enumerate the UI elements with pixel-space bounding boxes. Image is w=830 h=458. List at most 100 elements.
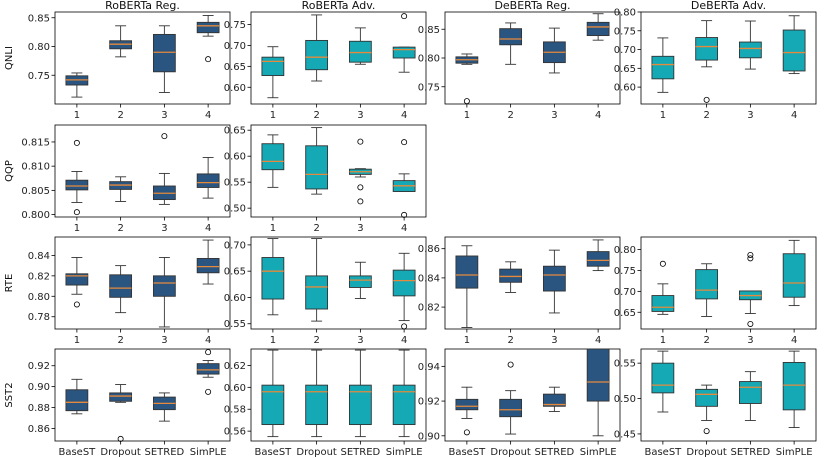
x-tick-label: Dropout bbox=[490, 447, 531, 458]
row-label: SST2 bbox=[4, 382, 15, 407]
x-tick-label: SimPLE bbox=[386, 447, 423, 458]
outlier-point bbox=[402, 324, 407, 329]
x-tick-label: 4 bbox=[205, 110, 211, 121]
y-tick-label: 0.70 bbox=[614, 45, 636, 56]
x-tick-label: 4 bbox=[401, 110, 407, 121]
y-tick-label: 0.70 bbox=[224, 240, 246, 251]
y-tick-label: 0.55 bbox=[224, 319, 246, 330]
y-tick-label: 0.92 bbox=[28, 361, 50, 372]
row-label: QQP bbox=[4, 160, 15, 182]
box bbox=[652, 296, 674, 312]
box bbox=[306, 40, 328, 69]
y-tick-label: 0.60 bbox=[614, 83, 636, 94]
y-tick-label: 0.90 bbox=[418, 431, 440, 442]
y-tick-label: 0.60 bbox=[224, 83, 246, 94]
outlier-point bbox=[464, 430, 469, 435]
outlier-point bbox=[748, 256, 753, 261]
x-tick-label: 1 bbox=[270, 223, 276, 234]
x-tick-label: 3 bbox=[357, 335, 363, 346]
y-tick-label: 0.55 bbox=[224, 178, 246, 189]
x-tick-label: Dropout bbox=[100, 447, 141, 458]
y-tick-label: 0.85 bbox=[418, 25, 440, 36]
box bbox=[66, 390, 88, 411]
outlier-point bbox=[748, 321, 753, 326]
x-tick-label: 2 bbox=[117, 110, 123, 121]
y-tick-label: 0.65 bbox=[614, 64, 636, 75]
outlier-point bbox=[206, 57, 211, 62]
y-tick-label: 0.78 bbox=[28, 312, 50, 323]
box bbox=[262, 144, 284, 170]
x-tick-label: 1 bbox=[74, 110, 80, 121]
y-tick-label: 0.84 bbox=[418, 273, 440, 284]
x-tick-label: 4 bbox=[205, 223, 211, 234]
box bbox=[587, 349, 609, 401]
y-tick-label: 0.86 bbox=[28, 424, 50, 435]
x-tick-label: Dropout bbox=[296, 447, 337, 458]
x-tick-label: 1 bbox=[74, 335, 80, 346]
x-tick-label: 3 bbox=[747, 110, 753, 121]
box bbox=[393, 47, 415, 58]
outlier-point bbox=[358, 185, 363, 190]
box bbox=[393, 385, 415, 424]
column-title: RoBERTa Reg. bbox=[105, 0, 180, 12]
box bbox=[153, 276, 175, 296]
y-tick-label: 0.65 bbox=[224, 126, 246, 137]
box bbox=[783, 30, 805, 71]
box bbox=[349, 276, 371, 288]
x-tick-label: 3 bbox=[551, 110, 557, 121]
box bbox=[153, 34, 175, 71]
x-tick-label: SETRED bbox=[145, 447, 185, 458]
box bbox=[262, 385, 284, 424]
x-tick-label: 1 bbox=[270, 335, 276, 346]
y-tick-label: 0.80 bbox=[614, 8, 636, 19]
axes-frame bbox=[251, 125, 426, 217]
y-tick-label: 0.60 bbox=[224, 383, 246, 394]
box bbox=[349, 41, 371, 62]
outlier-point bbox=[358, 199, 363, 204]
y-tick-label: 0.80 bbox=[28, 292, 50, 303]
box bbox=[349, 385, 371, 424]
y-tick-label: 0.82 bbox=[418, 303, 440, 314]
box bbox=[197, 174, 219, 188]
x-tick-label: 4 bbox=[791, 335, 797, 346]
x-tick-label: 2 bbox=[313, 223, 319, 234]
y-tick-label: 0.70 bbox=[224, 41, 246, 52]
y-tick-label: 0.92 bbox=[418, 397, 440, 408]
y-tick-label: 0.58 bbox=[224, 405, 246, 416]
outlier-point bbox=[660, 261, 665, 266]
y-tick-label: 0.86 bbox=[418, 244, 440, 255]
x-tick-label: 1 bbox=[270, 110, 276, 121]
y-tick-label: 0.810 bbox=[21, 162, 50, 173]
box bbox=[500, 29, 522, 45]
box bbox=[587, 22, 609, 35]
x-tick-label: 1 bbox=[74, 223, 80, 234]
outlier-point bbox=[402, 14, 407, 19]
x-tick-label: 3 bbox=[747, 335, 753, 346]
y-tick-label: 0.62 bbox=[224, 361, 246, 372]
box bbox=[696, 389, 718, 406]
x-tick-label: 1 bbox=[660, 110, 666, 121]
y-tick-label: 0.85 bbox=[28, 13, 50, 24]
box bbox=[393, 270, 415, 296]
box bbox=[197, 258, 219, 272]
boxplot-figure: RoBERTa Reg. RoBERTa Adv. DeBERTa Reg. DeBE… bbox=[0, 0, 830, 458]
box bbox=[587, 252, 609, 267]
x-tick-label: 2 bbox=[117, 335, 123, 346]
column-title: DeBERTa Reg. bbox=[494, 0, 570, 12]
box bbox=[783, 362, 805, 409]
x-tick-label: 4 bbox=[791, 110, 797, 121]
box bbox=[500, 399, 522, 416]
y-tick-label: 0.75 bbox=[614, 266, 636, 277]
x-tick-label: 4 bbox=[401, 223, 407, 234]
y-tick-label: 0.82 bbox=[28, 271, 50, 282]
x-tick-label: 2 bbox=[507, 335, 513, 346]
x-tick-label: 4 bbox=[595, 110, 601, 121]
y-tick-label: 0.65 bbox=[614, 308, 636, 319]
y-tick-label: 0.75 bbox=[418, 82, 440, 93]
x-tick-label: 1 bbox=[464, 110, 470, 121]
x-tick-label: 2 bbox=[117, 223, 123, 234]
x-tick-label: 1 bbox=[464, 335, 470, 346]
y-tick-label: 0.75 bbox=[224, 20, 246, 31]
outlier-point bbox=[162, 134, 167, 139]
box bbox=[739, 42, 761, 58]
